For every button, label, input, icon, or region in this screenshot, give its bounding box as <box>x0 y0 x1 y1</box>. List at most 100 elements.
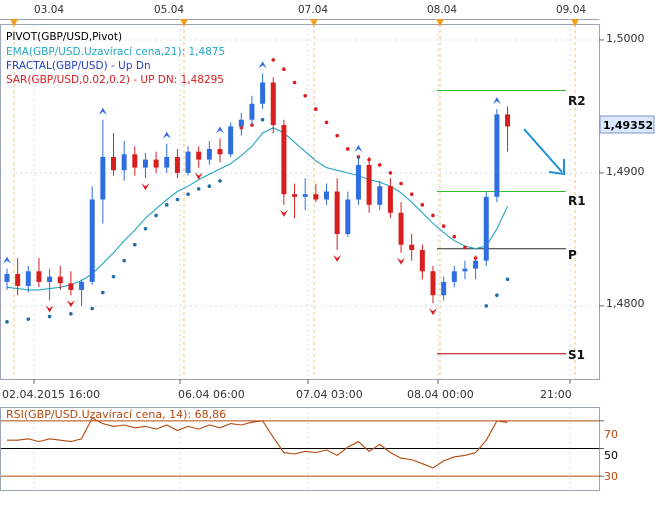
bottom-date-3: 08.04 00:00 <box>407 388 474 401</box>
candle-body-45 <box>483 196 489 261</box>
rsi-label-50: 50 <box>604 449 618 462</box>
bottom-date-1: 06.04 06:00 <box>178 388 245 401</box>
bottom-date-4: 21:00 <box>540 388 572 401</box>
sar-dot-20 <box>260 117 265 122</box>
candle-body-21 <box>228 126 234 155</box>
sar-dot-37 <box>441 224 446 228</box>
candle-body-22 <box>238 119 244 127</box>
rsi-line <box>7 417 508 469</box>
sar-dot-34 <box>409 192 414 196</box>
sar-dot-21 <box>271 58 276 62</box>
candle-body-39 <box>419 250 425 272</box>
candle-body-6 <box>68 283 74 290</box>
sar-dot-7 <box>122 258 126 263</box>
candle-body-46 <box>494 114 500 197</box>
candle-body-11 <box>121 154 127 171</box>
candle-body-19 <box>206 148 212 160</box>
price-label-1: 1,4900 <box>606 165 645 178</box>
candle-body-9 <box>100 156 106 200</box>
sar-dot-35 <box>420 203 425 207</box>
sar-dot-25 <box>314 107 318 111</box>
candle-body-26 <box>281 125 287 195</box>
candle-body-0 <box>4 273 10 282</box>
legend-fractal: FRACTAL(GBP/USD) - Up Dn <box>6 60 151 72</box>
sar-dot-22 <box>282 67 286 72</box>
fractal-up-2 <box>162 131 171 139</box>
sar-dot-16 <box>218 179 222 183</box>
sar-dot-28 <box>346 147 350 151</box>
candle-body-3 <box>36 271 42 282</box>
fractal-up-3 <box>216 126 224 134</box>
sar-dot-24 <box>303 93 308 98</box>
rsi-label-70: 70 <box>604 428 618 441</box>
fractal-down-5 <box>333 255 342 263</box>
current-price-box <box>599 115 655 134</box>
fractal-down-0 <box>45 305 54 313</box>
candle-body-24 <box>260 82 266 104</box>
sar-dot-9 <box>143 226 148 231</box>
sar-dot-39 <box>463 245 467 250</box>
candle-body-5 <box>57 276 63 284</box>
fractal-down-7 <box>429 308 437 316</box>
candle-body-12 <box>132 154 138 168</box>
sar-dot-13 <box>186 192 190 196</box>
event-marker-2 <box>310 19 318 27</box>
legend-ema: EMA(GBP/USD.Uzavírací cena,21): 1,4875 <box>6 46 225 58</box>
pivot-labels: R2 R1 P S1 <box>568 94 586 362</box>
sar-dot-10 <box>154 213 158 218</box>
price-layer <box>3 58 566 355</box>
candle-body-2 <box>25 271 31 286</box>
fractal-down-1 <box>66 300 75 308</box>
sar-dot-31 <box>377 163 382 167</box>
candle-body-7 <box>79 281 85 290</box>
fractal-up-1 <box>98 107 107 115</box>
candle-body-31 <box>334 191 340 235</box>
sar-dot-38 <box>452 234 457 239</box>
price-label-0: 1,5000 <box>606 32 645 45</box>
pivot-label-r1: R1 <box>568 194 586 208</box>
rsi-legend: RSI(GBP/USD.Uzavírací cena, 14): 68,86 <box>6 408 226 421</box>
sar-dot-3 <box>69 312 73 316</box>
pivot-label-r2: R2 <box>568 94 586 108</box>
candle-body-38 <box>409 244 415 251</box>
sar-dot-2 <box>47 314 52 319</box>
legend-sar: SAR(GBP/USD,0.02,0.2) - UP DN: 1,48295 <box>6 74 224 86</box>
sar-dot-8 <box>133 242 137 247</box>
event-marker-3 <box>436 19 444 27</box>
forecast-arrow <box>523 128 565 176</box>
candle-body-47 <box>505 114 511 127</box>
event-marker-4 <box>571 19 579 27</box>
sar-dot-1 <box>26 317 31 321</box>
sar-dot-41 <box>484 304 489 308</box>
candle-body-15 <box>164 156 170 168</box>
candle-body-33 <box>355 164 361 200</box>
candle-body-37 <box>398 212 404 245</box>
rsi-label-30: 30 <box>604 470 618 483</box>
sar-dot-23 <box>292 80 297 85</box>
candle-body-13 <box>142 159 148 168</box>
sar-dot-5 <box>101 290 105 295</box>
sar-dot-27 <box>335 133 339 138</box>
candle-body-34 <box>366 164 372 205</box>
sar-dot-32 <box>388 171 393 175</box>
fractal-up-5 <box>354 144 363 152</box>
candle-body-42 <box>451 271 457 282</box>
candle-body-30 <box>324 191 329 200</box>
candle-body-4 <box>47 276 53 282</box>
bottom-date-2: 07.04 03:00 <box>296 388 363 401</box>
candle-body-17 <box>185 151 191 173</box>
price-panel-frame <box>0 24 600 380</box>
sar-dot-4 <box>90 306 94 311</box>
candle-body-25 <box>270 82 276 126</box>
sar-dot-42 <box>495 293 499 298</box>
event-marker-1 <box>180 19 188 27</box>
candle-body-43 <box>462 268 468 272</box>
fractal-up-4 <box>258 61 267 69</box>
sar-dot-26 <box>324 120 329 125</box>
sar-dot-15 <box>207 184 212 189</box>
candle-body-18 <box>196 151 202 160</box>
candle-body-10 <box>111 156 116 171</box>
sar-dot-12 <box>175 197 180 202</box>
